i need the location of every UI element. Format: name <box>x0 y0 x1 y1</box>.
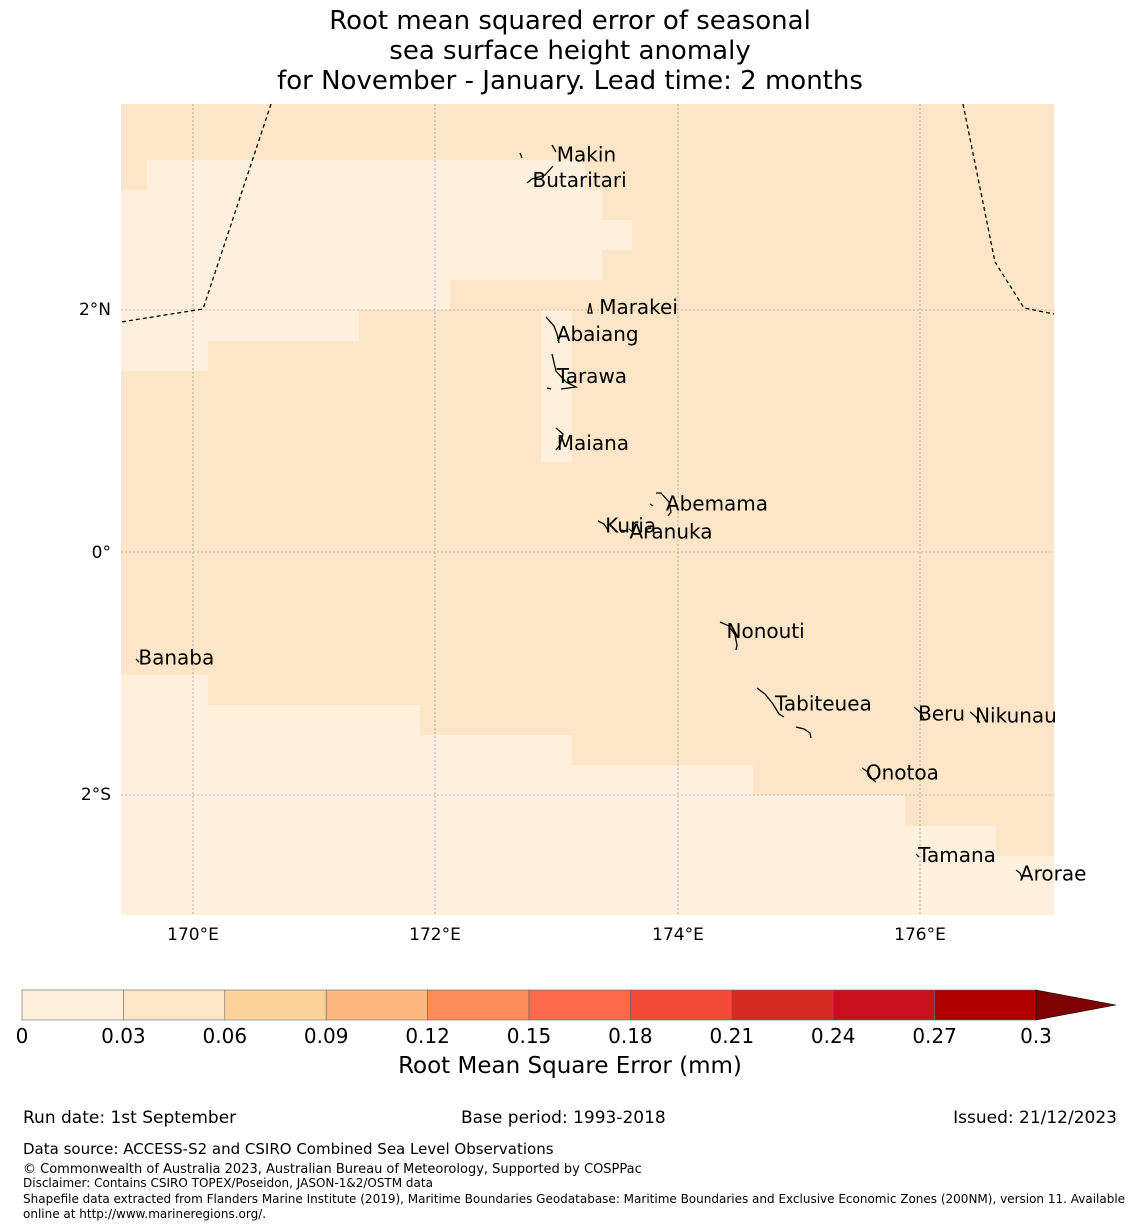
graticule <box>121 104 1054 915</box>
colorbar-segment <box>123 989 226 1021</box>
lon-tick-label: 176°E <box>894 925 946 945</box>
eez-boundary-west <box>120 103 272 323</box>
island-label-tabiteuea: Tabiteuea <box>774 692 872 716</box>
island-label-tarawa: Tarawa <box>556 364 627 388</box>
colorbar-segment <box>630 989 733 1021</box>
island-butaritari-outline <box>526 165 554 184</box>
island-label-banaba: Banaba <box>138 646 214 670</box>
island-marakei-outline <box>587 302 593 314</box>
eez-boundary-east <box>962 103 1055 315</box>
island-makin-outline <box>519 144 557 159</box>
colorbar-tick-label: 0.27 <box>912 1024 957 1048</box>
island-label-maiana: Maiana <box>557 431 629 455</box>
island-label-abemama: Abemama <box>666 492 768 516</box>
lon-tick-label: 170°E <box>167 925 219 945</box>
lon-tick-label: 174°E <box>652 925 704 945</box>
disclaimer: Disclaimer: Contains CSIRO TOPEX/Poseido… <box>23 1176 433 1190</box>
data-source: Data source: ACCESS-S2 and CSIRO Combine… <box>23 1140 554 1158</box>
lon-tick-label: 172°E <box>409 925 461 945</box>
shapefile-credit-line-1: Shapefile data extracted from Flanders M… <box>23 1192 1126 1206</box>
island-abemama-outline <box>649 492 672 517</box>
colorbar-tick-label: 0.06 <box>203 1024 248 1048</box>
colorbar-tick-label: 0.18 <box>608 1024 653 1048</box>
colorbar-segment <box>934 989 1037 1021</box>
title-line-1: Root mean squared error of seasonal <box>329 6 811 36</box>
axis-labels: 170°E 172°E 174°E 176°E 2°N 0° 2°S <box>79 300 946 945</box>
colorbar-tick-label: 0 <box>16 1024 29 1048</box>
island-tamana-outline <box>915 853 920 858</box>
island-tabiteuea-outline <box>756 687 812 739</box>
island-label-makin: Makin <box>557 142 616 166</box>
colorbar-tick-label: 0.12 <box>405 1024 450 1048</box>
island-maiana-outline <box>555 427 564 451</box>
island-kuria-outline <box>597 520 609 531</box>
colorbar-tick-label: 0.24 <box>811 1024 856 1048</box>
island-outlines <box>135 144 1023 879</box>
colorbar-tick-label: 0.09 <box>304 1024 349 1048</box>
colorbar-segment <box>731 989 834 1021</box>
issued-date: Issued: 21/12/2023 <box>953 1108 1117 1128</box>
lat-tick-label: 0° <box>92 543 111 563</box>
run-date: Run date: 1st September <box>23 1108 237 1128</box>
colorbar-segments <box>21 989 1037 1021</box>
colorbar-tick-label: 0.21 <box>710 1024 755 1048</box>
lat-tick-label: 2°S <box>81 785 111 805</box>
colorbar-tick-label: 0.03 <box>101 1024 146 1048</box>
island-label-abaiang: Abaiang <box>557 322 639 346</box>
island-nikunau-outline <box>969 711 981 724</box>
rmse-field-low-south <box>121 675 1054 915</box>
island-label-nonouti: Nonouti <box>727 619 805 643</box>
colorbar-label: Root Mean Square Error (mm) <box>398 1053 742 1079</box>
colorbar-extend-triangle <box>1035 989 1117 1021</box>
shapefile-credit-line-2: online at http://www.marineregions.org/. <box>23 1207 267 1221</box>
eez-boundaries <box>120 103 1055 323</box>
copyright: © Commonwealth of Australia 2023, Austra… <box>23 1162 642 1177</box>
title-line-2: sea surface height anomaly <box>389 36 751 66</box>
island-label-arorae: Arorae <box>1020 861 1086 885</box>
colorbar-segment <box>21 989 124 1021</box>
colorbar-tick-label: 0.3 <box>1020 1024 1052 1048</box>
colorbar-segment <box>528 989 631 1021</box>
island-aranuka-outline <box>619 528 634 538</box>
colorbar-segment <box>832 989 935 1021</box>
colorbar-tick-label: 0.15 <box>507 1024 552 1048</box>
island-label-marakei: Marakei <box>599 295 678 319</box>
colorbar: 0 0.03 0.06 0.09 0.12 0.15 0.18 0.21 0.24 0.27 0.3 <box>16 989 1117 1048</box>
rmse-field-low-north <box>121 160 632 371</box>
rmse-field-low-tarawa <box>541 310 572 462</box>
title-line-3: for November - January. Lead time: 2 mon… <box>277 66 863 96</box>
island-nonouti-outline <box>719 621 738 651</box>
colorbar-segment <box>325 989 428 1021</box>
island-label-kuria: Kuria <box>605 513 656 537</box>
island-banaba-outline <box>135 658 140 663</box>
island-label-onotoa: Onotoa <box>866 761 939 785</box>
colorbar-segment <box>427 989 530 1021</box>
colorbar-tick-labels: 0 0.03 0.06 0.09 0.12 0.15 0.18 0.21 0.24 0.27 0.3 <box>16 1024 1052 1048</box>
island-arorae-outline <box>1015 869 1023 879</box>
island-label-nikunau: Nikunau <box>975 704 1057 728</box>
colorbar-segment <box>224 989 327 1021</box>
island-label-tamana: Tamana <box>917 843 996 867</box>
island-label-butaritari: Butaritari <box>533 168 627 192</box>
island-label-beru: Beru <box>918 701 965 725</box>
island-beru-outline <box>913 706 925 720</box>
island-label-aranuka: Aranuka <box>630 519 713 543</box>
island-tarawa-outline <box>546 353 579 390</box>
island-abaiang-outline <box>545 316 560 344</box>
chart-title: Root mean squared error of seasonal sea … <box>0 6 1140 96</box>
island-onotoa-outline <box>861 767 877 783</box>
base-period: Base period: 1993-2018 <box>461 1108 666 1128</box>
lat-tick-label: 2°N <box>79 300 111 320</box>
